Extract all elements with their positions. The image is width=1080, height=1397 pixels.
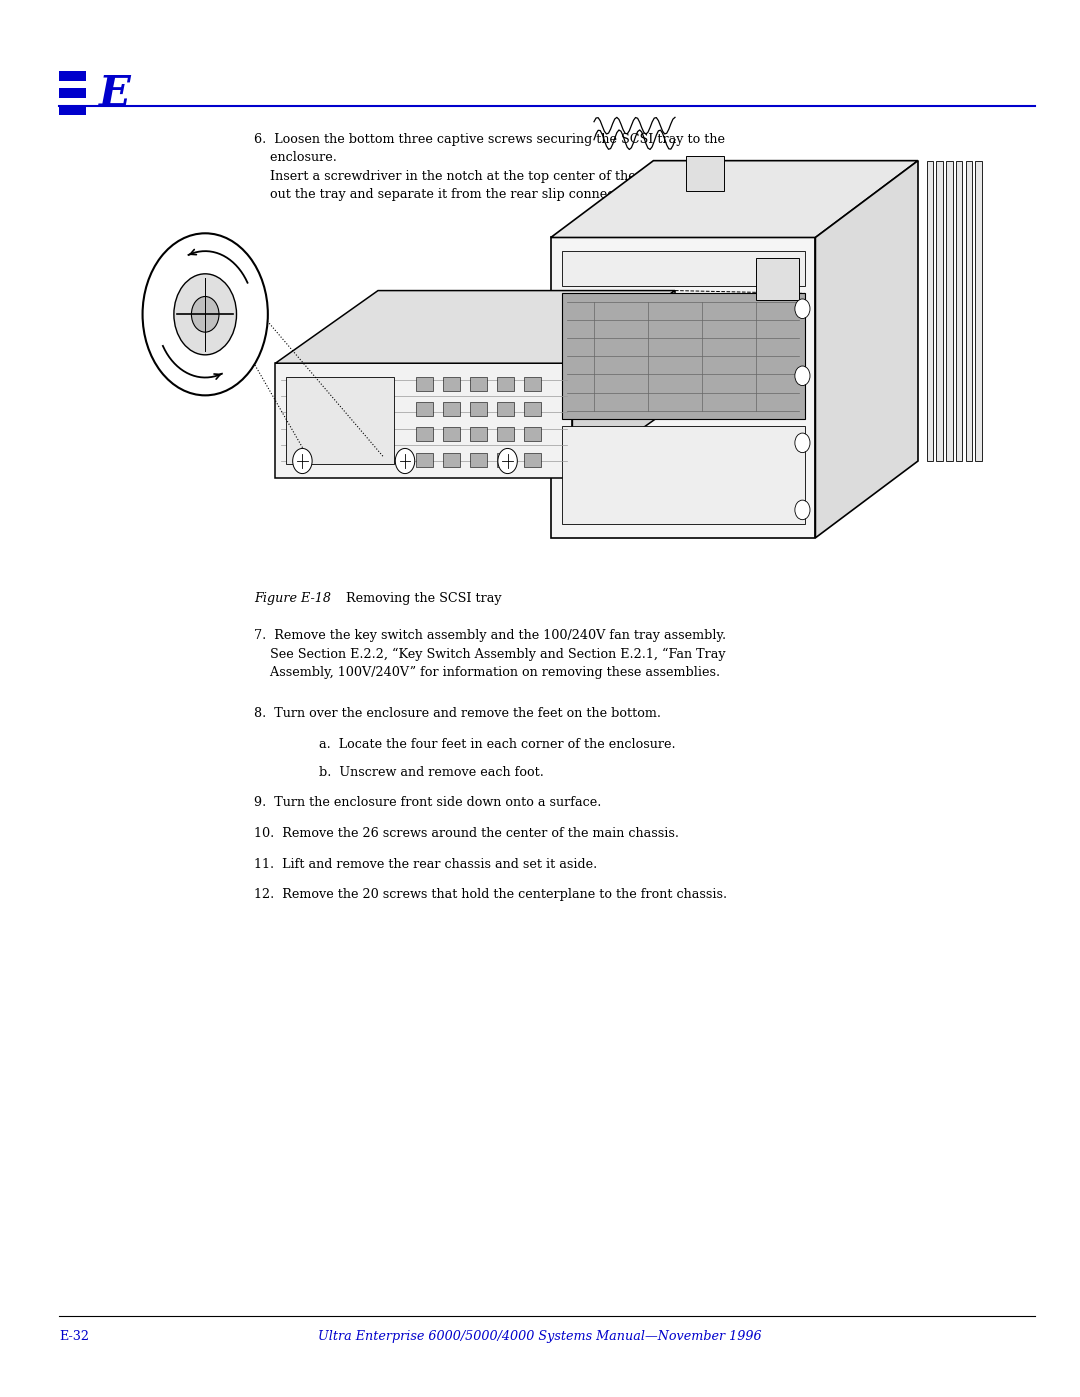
Circle shape	[795, 299, 810, 319]
FancyBboxPatch shape	[59, 105, 86, 115]
Text: 12.  Remove the 20 screws that hold the centerplane to the front chassis.: 12. Remove the 20 screws that hold the c…	[254, 888, 727, 901]
Polygon shape	[975, 161, 982, 461]
Polygon shape	[572, 291, 675, 478]
Bar	[443, 377, 460, 391]
Polygon shape	[551, 161, 918, 237]
Text: a.  Locate the four feet in each corner of the enclosure.: a. Locate the four feet in each corner o…	[319, 738, 675, 750]
Polygon shape	[275, 363, 572, 478]
Bar	[524, 427, 541, 441]
Polygon shape	[966, 161, 972, 461]
Text: 10.  Remove the 26 screws around the center of the main chassis.: 10. Remove the 26 screws around the cent…	[254, 827, 679, 840]
Bar	[443, 402, 460, 416]
Bar	[470, 427, 487, 441]
Text: b.  Unscrew and remove each foot.: b. Unscrew and remove each foot.	[319, 766, 543, 778]
Polygon shape	[275, 291, 675, 363]
Bar	[524, 377, 541, 391]
Circle shape	[191, 296, 219, 332]
Polygon shape	[927, 161, 933, 461]
FancyBboxPatch shape	[59, 71, 86, 81]
Circle shape	[395, 448, 415, 474]
Bar	[416, 402, 433, 416]
Polygon shape	[562, 293, 805, 419]
Polygon shape	[562, 251, 805, 286]
Bar	[497, 402, 514, 416]
FancyBboxPatch shape	[59, 88, 86, 98]
Text: Ultra Enterprise 6000/5000/4000 Systems Manual—November 1996: Ultra Enterprise 6000/5000/4000 Systems …	[319, 1330, 761, 1343]
Text: Removing the SCSI tray: Removing the SCSI tray	[338, 592, 502, 605]
Polygon shape	[551, 237, 815, 538]
Text: E: E	[99, 73, 131, 115]
Text: 9.  Turn the enclosure front side down onto a surface.: 9. Turn the enclosure front side down on…	[254, 796, 602, 809]
Bar	[756, 258, 799, 300]
Bar	[524, 453, 541, 467]
Circle shape	[795, 366, 810, 386]
Text: 6.  Loosen the bottom three captive screws securing the SCSI tray to the
    enc: 6. Loosen the bottom three captive screw…	[254, 133, 756, 201]
Bar	[443, 453, 460, 467]
Bar	[416, 377, 433, 391]
Polygon shape	[936, 161, 943, 461]
Polygon shape	[946, 161, 953, 461]
Bar	[470, 377, 487, 391]
Polygon shape	[956, 161, 962, 461]
Bar	[497, 377, 514, 391]
Circle shape	[498, 448, 517, 474]
Bar	[443, 427, 460, 441]
Bar	[497, 453, 514, 467]
Polygon shape	[286, 377, 394, 464]
Circle shape	[795, 433, 810, 453]
Text: E-32: E-32	[59, 1330, 90, 1343]
Circle shape	[795, 500, 810, 520]
Bar	[470, 402, 487, 416]
Text: 7.  Remove the key switch assembly and the 100/240V fan tray assembly.
    See S: 7. Remove the key switch assembly and th…	[254, 629, 726, 679]
Circle shape	[293, 448, 312, 474]
Bar	[416, 453, 433, 467]
Circle shape	[174, 274, 237, 355]
Bar	[416, 427, 433, 441]
Bar	[524, 402, 541, 416]
Polygon shape	[815, 161, 918, 538]
Circle shape	[143, 233, 268, 395]
Text: 11.  Lift and remove the rear chassis and set it aside.: 11. Lift and remove the rear chassis and…	[254, 858, 597, 870]
Text: Figure E-18: Figure E-18	[254, 592, 330, 605]
Text: 8.  Turn over the enclosure and remove the feet on the bottom.: 8. Turn over the enclosure and remove th…	[254, 707, 661, 719]
Bar	[497, 427, 514, 441]
Bar	[686, 156, 724, 191]
Polygon shape	[562, 426, 805, 524]
Bar	[470, 453, 487, 467]
